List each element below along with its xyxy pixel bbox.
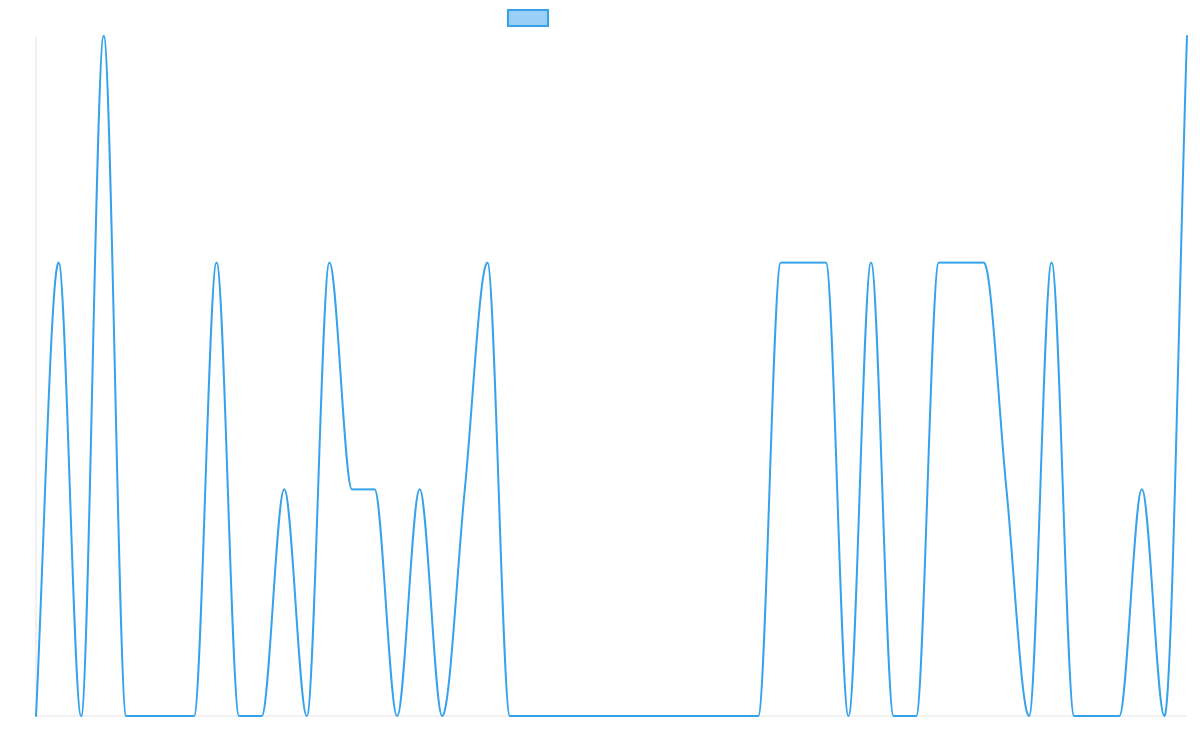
legend-swatch[interactable] <box>507 9 549 27</box>
series-layer <box>35 35 1188 717</box>
legend[interactable] <box>507 9 549 27</box>
series-line-0 <box>35 35 1188 717</box>
